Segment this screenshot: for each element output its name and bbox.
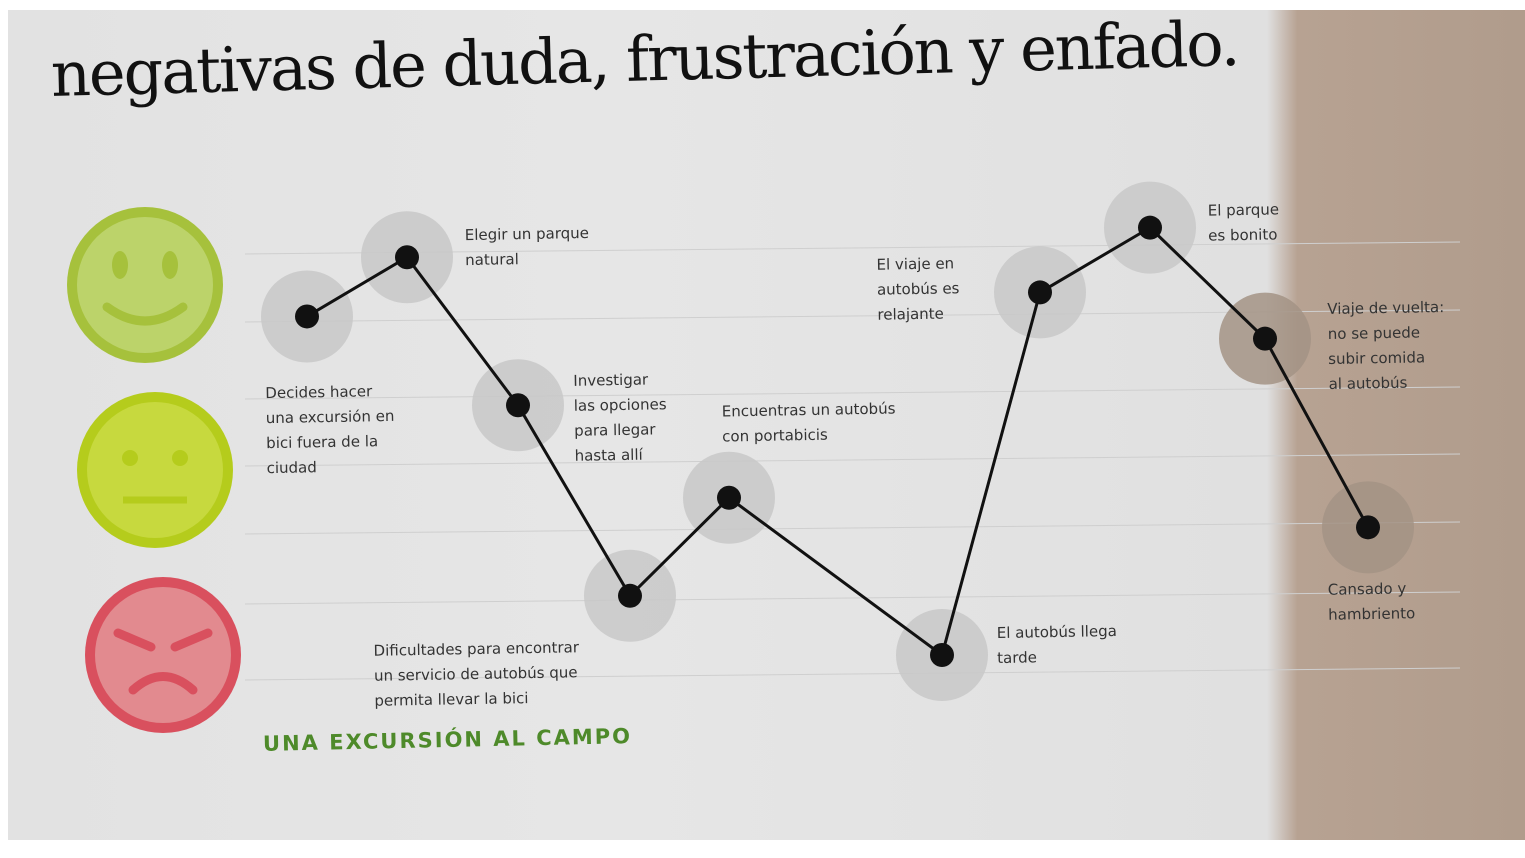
point-label: Encuentras un autobús con portabicis [721, 399, 896, 446]
grid-line [244, 386, 1461, 400]
data-point [930, 643, 954, 667]
point-label: El parque es bonito [1207, 200, 1280, 245]
grid-line [244, 591, 1461, 605]
eye [172, 450, 188, 466]
eye [122, 450, 138, 466]
grid-line [244, 667, 1461, 681]
point-label: El viaje en autobús es relajante [876, 254, 960, 324]
face-fill [95, 587, 231, 723]
face-fill [77, 217, 213, 353]
grid-line [244, 521, 1461, 535]
point-label: Decides hacer una excursión en bici fuer… [265, 382, 395, 478]
data-point [506, 393, 530, 418]
data-point [1253, 326, 1277, 351]
data-point [1028, 280, 1052, 305]
angry-face-icon [85, 577, 241, 733]
point-label: Dificultades para encontrar un servicio … [373, 638, 580, 710]
happy-face-icon [67, 207, 223, 363]
neutral-face-icon [77, 392, 233, 548]
data-point [717, 485, 741, 510]
brow [113, 628, 156, 652]
point-label: El autobús llega tarde [996, 621, 1117, 668]
data-point [1138, 215, 1162, 240]
point-label: Elegir un parque natural [464, 223, 590, 270]
data-point [1356, 515, 1380, 540]
data-point [295, 304, 319, 329]
eye [112, 251, 128, 279]
point-label: Viaje de vuelta: no se puede subir comid… [1327, 297, 1445, 394]
data-point [395, 245, 419, 270]
point-label: Cansado y hambriento [1327, 579, 1416, 624]
data-point [618, 583, 642, 608]
eye [162, 251, 178, 279]
point-label: Investigar las opciones para llegar hast… [573, 370, 667, 465]
brow [170, 628, 213, 652]
face-fill [87, 402, 223, 538]
emotion-line [306, 225, 1370, 658]
printed-page [8, 10, 1525, 840]
grid-line [244, 453, 1461, 467]
mouth [102, 302, 188, 326]
mouth [128, 672, 198, 695]
